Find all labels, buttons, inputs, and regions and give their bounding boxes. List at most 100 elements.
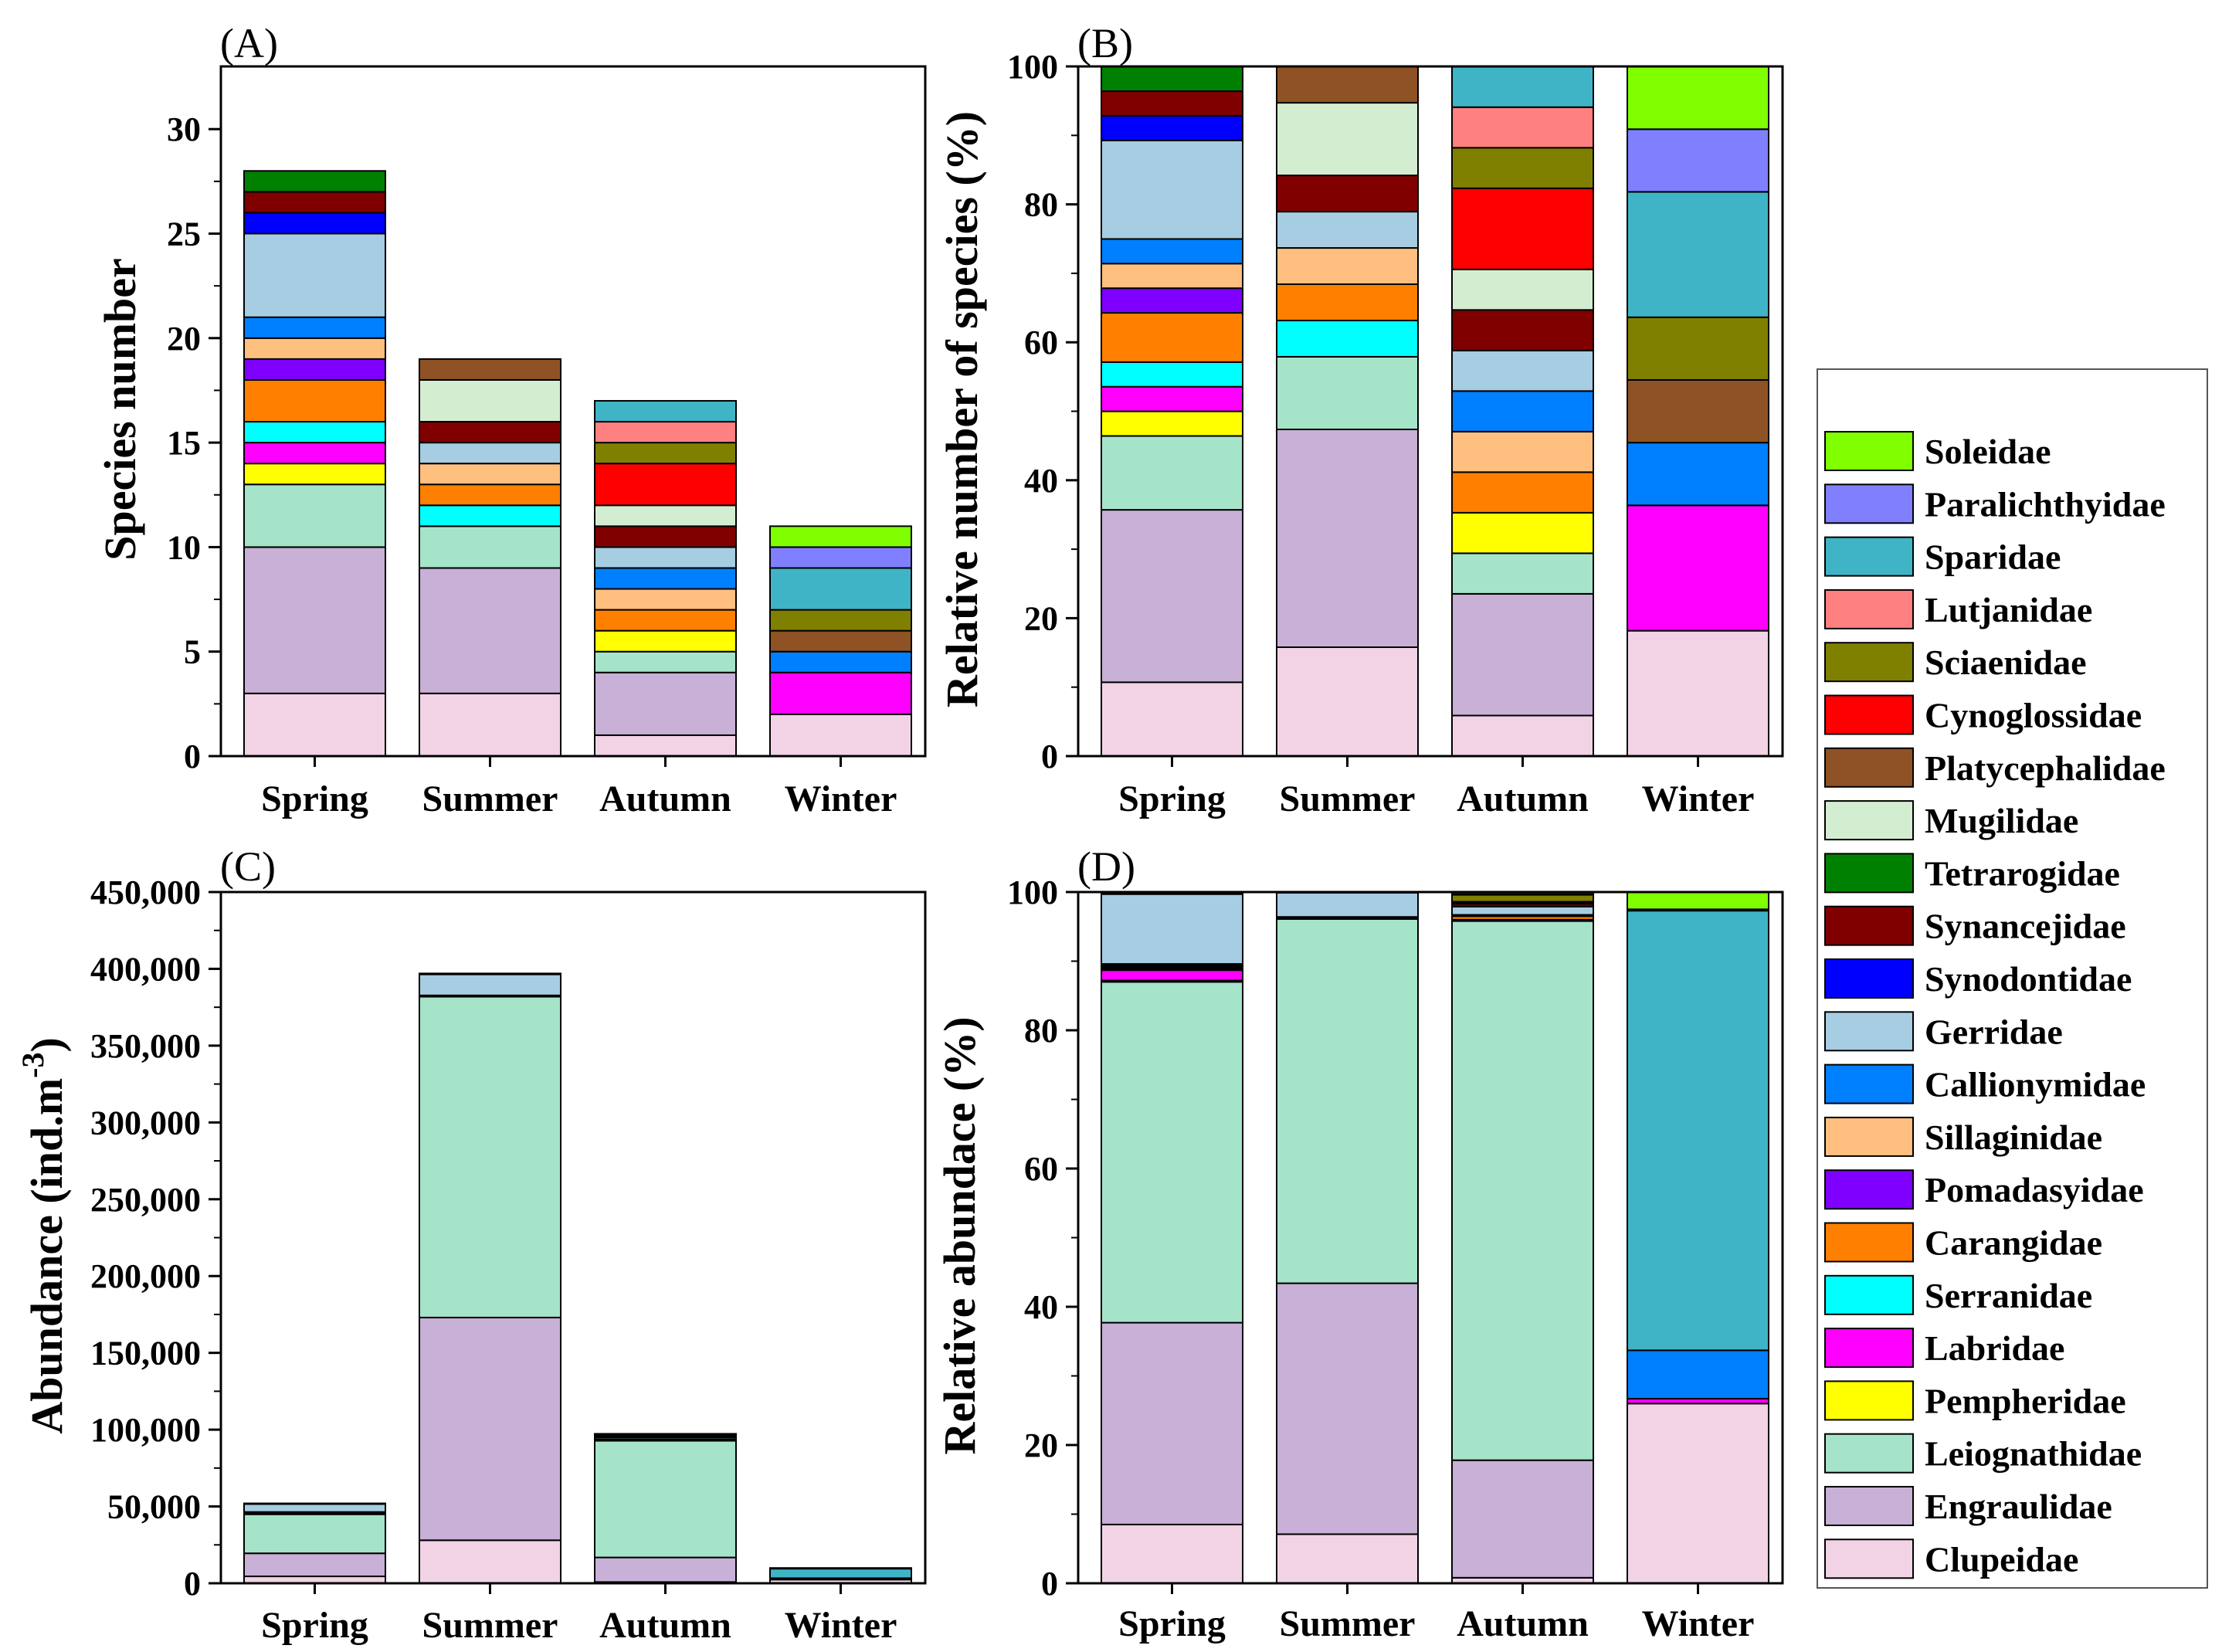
- bar-segment-autumn-engraulidae: [594, 671, 737, 736]
- bar-segment-autumn-sciaenidae: [1451, 147, 1594, 189]
- legend-label-cynoglossidae: Cynoglossidae: [1925, 696, 2142, 735]
- bar-segment-spring-clupeidae: [1101, 1523, 1243, 1585]
- legend-label-gerridae: Gerridae: [1925, 1012, 2063, 1051]
- bar-segment-spring-clupeidae: [1101, 681, 1243, 757]
- bar-segment-winter-soleidae: [1627, 891, 1769, 911]
- bar-segment-winter-sparidae: [769, 1567, 912, 1579]
- bar-segment-autumn-sciaenidae: [1451, 894, 1594, 903]
- x-tick-label-autumn: Autumn: [1457, 779, 1589, 819]
- bar-segment-autumn-sparidae: [594, 1433, 737, 1436]
- bar-segment-summer-clupeidae: [1276, 646, 1419, 757]
- legend-label-labridae: Labridae: [1925, 1328, 2064, 1368]
- legend-label-pempheridae: Pempheridae: [1925, 1381, 2126, 1420]
- bar-segment-summer-serranidae: [419, 504, 561, 527]
- bar-segment-summer-platycephalidae: [419, 972, 561, 975]
- bar-segment-spring-pomadasyidae: [243, 358, 386, 381]
- y-tick-label: 20: [167, 320, 201, 358]
- legend-label-callionymidae: Callionymidae: [1925, 1065, 2146, 1104]
- y-tick-label: 20: [1024, 1426, 1058, 1464]
- legend-swatch-engraulidae: [1824, 1486, 1914, 1526]
- x-tick-label-winter: Winter: [785, 779, 897, 819]
- legend-swatch-serranidae: [1824, 1274, 1914, 1315]
- bar-segment-spring-engraulidae: [243, 1552, 386, 1578]
- legend-swatch-lutjanidae: [1824, 589, 1914, 629]
- y-tick-label: 100: [1007, 48, 1058, 86]
- bar-segment-autumn-engraulidae: [1451, 592, 1594, 717]
- x-tick-label-summer: Summer: [1280, 1603, 1416, 1644]
- bar-segment-spring-synodontidae: [1101, 114, 1243, 141]
- bar-segment-autumn-sillaginidae: [594, 588, 737, 611]
- y-tick-label: 350,000: [90, 1027, 201, 1065]
- bar-segment-spring-gerridae: [1101, 893, 1243, 965]
- axes-frame: [219, 890, 927, 1585]
- legend-swatch-callionymidae: [1824, 1063, 1914, 1104]
- bar-segment-summer-serranidae: [1276, 319, 1419, 358]
- bar-segment-autumn-synancejidae: [1451, 309, 1594, 351]
- bar-segment-winter-labridae: [769, 671, 912, 715]
- bar-segment-autumn-clupeidae: [594, 734, 737, 757]
- bar-segment-winter-callionymidae: [1627, 442, 1769, 507]
- legend-label-platycephalidae: Platycephalidae: [1925, 748, 2166, 788]
- bar-segment-winter-sciaenidae: [1627, 316, 1769, 381]
- bar-segment-summer-engraulidae: [1276, 428, 1419, 648]
- bar-segment-autumn-cynoglossidae: [1451, 187, 1594, 270]
- bar-segment-summer-leiognathidae: [419, 525, 561, 569]
- legend-label-carangidae: Carangidae: [1925, 1223, 2102, 1263]
- legend-label-synodontidae: Synodontidae: [1925, 959, 2132, 999]
- bar-segment-autumn-sparidae: [594, 399, 737, 423]
- legend-swatch-carangidae: [1824, 1222, 1914, 1263]
- x-tick-label-spring: Spring: [1118, 779, 1226, 819]
- legend-label-sillaginidae: Sillaginidae: [1925, 1118, 2102, 1157]
- y-tick-label: 100,000: [90, 1411, 201, 1449]
- bar-segment-autumn-gerridae: [1451, 349, 1594, 392]
- legend-label-lutjanidae: Lutjanidae: [1925, 590, 2092, 629]
- legend-label-paralichthyidae: Paralichthyidae: [1925, 484, 2166, 524]
- legend-label-sciaenidae: Sciaenidae: [1925, 643, 2087, 682]
- legend-swatch-synodontidae: [1824, 958, 1914, 999]
- bar-segment-winter-soleidae: [769, 525, 912, 548]
- y-tick-label: 300,000: [90, 1104, 201, 1141]
- panel-c: 0 50,000 100,000 150,000 200,000 250,000 300,0…: [15, 843, 927, 1646]
- y-axis-label: Relative abundace (%): [935, 1016, 985, 1454]
- legend-label-pomadasyidae: Pomadasyidae: [1925, 1170, 2144, 1209]
- x-tick-label-winter: Winter: [1642, 1603, 1755, 1644]
- bar-segment-autumn-sillaginidae: [1451, 430, 1594, 473]
- bar-segment-autumn-cynoglossidae: [594, 463, 737, 507]
- bar-segment-autumn-leiognathidae: [594, 1440, 737, 1559]
- bar-segment-winter-soleidae: [1627, 66, 1769, 131]
- bar-segment-summer-synancejidae: [419, 421, 561, 444]
- bar-segment-winter-sparidae: [769, 567, 912, 611]
- bar-segment-summer-carangidae: [419, 483, 561, 507]
- bar-segment-summer-clupeidae: [419, 692, 561, 757]
- y-tick-label: 250,000: [90, 1181, 201, 1219]
- bar-segment-autumn-lutjanidae: [1451, 106, 1594, 149]
- bar-segment-winter-sparidae: [1627, 910, 1769, 1352]
- bar-segment-autumn-synancejidae: [594, 525, 737, 548]
- legend: Soleidae Paralichthyidae Sparidae Lutjanida…: [1817, 368, 2208, 1589]
- bar-segment-winter-clupeidae: [769, 713, 912, 757]
- bar-segment-spring-synancejidae: [243, 191, 386, 214]
- bar-segment-summer-gerridae: [419, 442, 561, 465]
- y-tick-label: 0: [184, 1565, 201, 1603]
- bar-segment-spring-gerridae: [243, 232, 386, 318]
- bar-segment-spring-tetrarogidae: [1101, 66, 1243, 93]
- x-tick-label-spring: Spring: [261, 1605, 368, 1646]
- legend-swatch-gerridae: [1824, 1011, 1914, 1052]
- bar-segment-spring-clupeidae: [243, 692, 386, 757]
- bar-segment-spring-sillaginidae: [1101, 263, 1243, 290]
- bar-segment-winter-clupeidae: [1627, 629, 1769, 757]
- bar-segment-summer-leiognathidae: [419, 996, 561, 1318]
- bar-segment-winter-paralichthyidae: [769, 546, 912, 569]
- bar-segment-winter-callionymidae: [769, 650, 912, 673]
- bar-segment-spring-serranidae: [243, 421, 386, 444]
- y-tick-label: 100: [1007, 873, 1058, 911]
- x-tick-label-summer: Summer: [422, 779, 558, 819]
- axes-frame: [219, 65, 927, 758]
- legend-swatch-pomadasyidae: [1824, 1169, 1914, 1210]
- y-tick-label: 80: [1024, 186, 1058, 224]
- bar-segment-spring-pempheridae: [1101, 410, 1243, 437]
- bar-segment-autumn-lutjanidae: [594, 421, 737, 444]
- bar-segment-autumn-clupeidae: [1451, 714, 1594, 757]
- bar-segment-summer-sillaginidae: [419, 463, 561, 486]
